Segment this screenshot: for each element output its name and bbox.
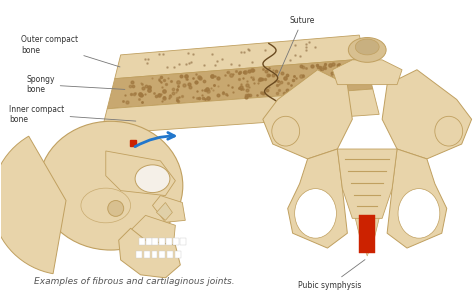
Polygon shape [382, 70, 472, 159]
Polygon shape [337, 149, 397, 218]
Polygon shape [153, 196, 185, 222]
Polygon shape [356, 218, 379, 243]
Text: Suture: Suture [278, 16, 315, 76]
Bar [167, 251, 173, 258]
Bar [175, 251, 182, 258]
Polygon shape [131, 215, 175, 245]
Bar [359, 215, 375, 253]
Bar [136, 251, 142, 258]
Polygon shape [101, 89, 379, 134]
Ellipse shape [348, 38, 386, 62]
Ellipse shape [135, 165, 170, 193]
Polygon shape [362, 243, 372, 256]
Bar [180, 238, 186, 245]
Bar [159, 238, 165, 245]
Polygon shape [332, 60, 402, 85]
Text: Outer compact
bone: Outer compact bone [21, 35, 120, 67]
Ellipse shape [272, 116, 300, 146]
Bar [152, 251, 157, 258]
Ellipse shape [398, 189, 440, 238]
Ellipse shape [39, 121, 183, 250]
Polygon shape [263, 70, 352, 159]
Polygon shape [115, 35, 365, 79]
Ellipse shape [435, 116, 463, 146]
Polygon shape [106, 151, 175, 196]
Bar [138, 238, 145, 245]
Bar [173, 238, 179, 245]
Wedge shape [0, 136, 66, 274]
Text: Inner compact
bone: Inner compact bone [9, 105, 136, 124]
Polygon shape [107, 59, 373, 109]
Bar [159, 251, 165, 258]
Bar [166, 238, 173, 245]
Polygon shape [156, 202, 173, 220]
Ellipse shape [81, 188, 131, 223]
Circle shape [108, 201, 124, 216]
Text: Pubic symphysis: Pubic symphysis [298, 260, 365, 290]
Bar [144, 251, 149, 258]
Text: Examples of fibrous and cartilaginous joints.: Examples of fibrous and cartilaginous jo… [34, 277, 235, 286]
Polygon shape [288, 149, 347, 248]
Text: Spongy
bone: Spongy bone [26, 75, 125, 94]
Bar [153, 238, 158, 245]
Ellipse shape [295, 189, 337, 238]
Bar [146, 238, 152, 245]
Polygon shape [118, 228, 180, 278]
Ellipse shape [356, 39, 379, 55]
Polygon shape [387, 149, 447, 248]
